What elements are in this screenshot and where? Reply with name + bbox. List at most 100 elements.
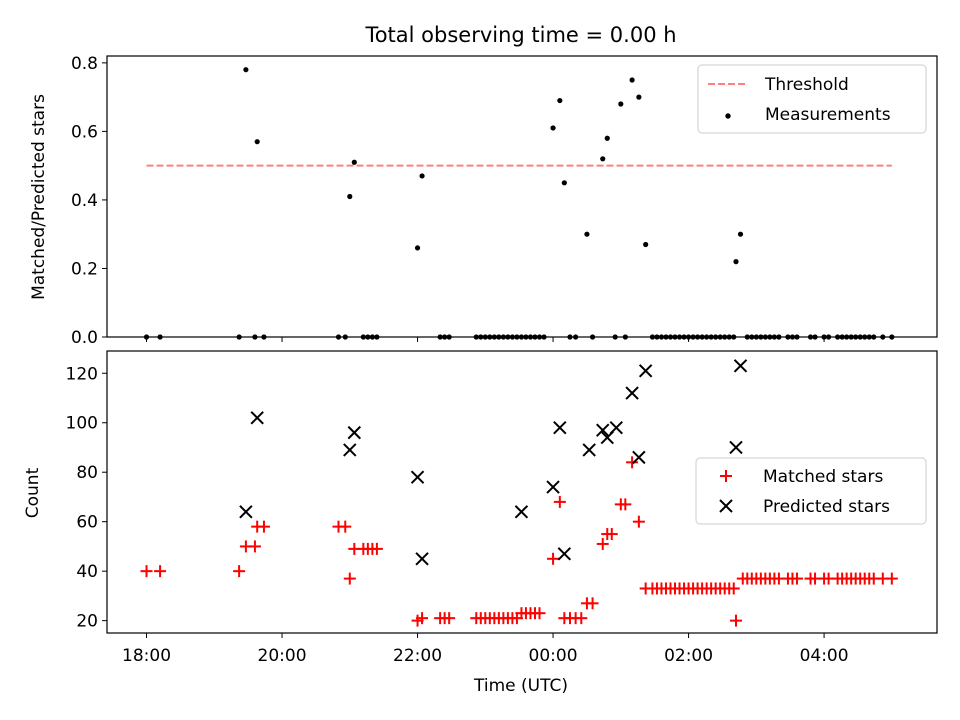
matched-star-marker (547, 552, 560, 565)
matched-star-marker (248, 540, 261, 553)
top-x-ticks (146, 337, 825, 342)
predicted-star-marker (625, 386, 639, 400)
bottom-x-tick-label: 22:00 (393, 646, 442, 666)
legend-predicted-label: Predicted stars (763, 497, 890, 517)
bottom-x-tick-label: 02:00 (664, 646, 713, 666)
bottom-y-tick-label: 60 (76, 513, 98, 533)
measurement-point (414, 245, 421, 251)
top-y-tick-label: 0.0 (71, 328, 98, 348)
matched-star-marker (154, 565, 167, 578)
matched-star-marker (257, 520, 270, 533)
legend-threshold-label: Threshold (764, 75, 849, 95)
measurement-point (557, 97, 563, 104)
matched-star-marker (790, 572, 803, 585)
matched-star-marker (729, 614, 742, 627)
predicted-star-marker (553, 420, 567, 435)
bottom-legend-box (695, 457, 927, 525)
measurement-point (629, 77, 635, 83)
predicted-star-marker (638, 364, 653, 378)
matched-star-marker (140, 565, 153, 578)
predicted-star-marker (250, 411, 264, 425)
bottom-y-ticks: 20 40 60 80 100 120 (66, 364, 107, 632)
measurement-point (600, 156, 606, 162)
matched-star-marker (619, 498, 632, 511)
measurement-point (604, 135, 610, 141)
bottom-x-tick-label: 00:00 (529, 646, 578, 666)
bottom-x-tick-label: 04:00 (800, 646, 849, 666)
bottom-plot-content (140, 359, 898, 627)
top-y-axis-label: Matched/Predicted stars (29, 94, 49, 300)
predicted-star-marker (415, 552, 429, 566)
x-axis-label: Time (UTC) (473, 676, 568, 696)
top-y-tick-label: 0.8 (71, 54, 98, 74)
measurement-point (643, 241, 649, 248)
matched-star-marker (339, 520, 352, 533)
predicted-star-marker (733, 359, 748, 373)
predicted-star-marker (729, 440, 743, 455)
measurement-point (733, 259, 739, 265)
predicted-star-marker (546, 480, 560, 494)
measurement-point (550, 125, 556, 131)
bottom-y-axis-label: Count (23, 467, 43, 518)
matched-star-marker (632, 515, 645, 528)
legend-matched-label: Matched stars (763, 467, 883, 487)
matched-star-marker (885, 572, 898, 585)
matched-star-marker (596, 537, 609, 550)
measurement-point (254, 139, 260, 145)
bottom-panel: 20 40 60 80 100 120 18:00 20:00 22:00 00:00 02:00… (23, 350, 938, 696)
predicted-star-marker (343, 443, 357, 457)
predicted-star-marker (347, 425, 362, 440)
matched-star-marker (605, 528, 618, 541)
top-title: Total observing time = 0.00 h (364, 23, 676, 47)
top-y-tick-label: 0.4 (71, 191, 98, 211)
matched-star-marker (586, 597, 599, 610)
predicted-star-marker (596, 423, 610, 437)
matched-star-marker (233, 565, 246, 578)
matched-star-marker (533, 607, 546, 620)
bottom-y-tick-label: 20 (76, 612, 98, 632)
matched-star-marker (370, 542, 383, 555)
matched-star-marker (727, 582, 740, 595)
top-y-ticks: 0.0 0.2 0.4 0.6 0.8 (71, 54, 107, 348)
bottom-x-tick-label: 18:00 (122, 646, 171, 666)
matched-star-marker (626, 456, 639, 469)
measurement-point (737, 231, 744, 237)
matched-star-marker (416, 612, 429, 625)
legend-matched-swatch (720, 470, 732, 482)
bottom-y-tick-label: 120 (66, 364, 98, 384)
measurement-point (561, 180, 567, 186)
predicted-star-marker (557, 547, 572, 561)
bottom-x-tick-label: 20:00 (258, 646, 307, 666)
matched-star-marker (575, 612, 588, 625)
matched-star-marker (443, 612, 456, 625)
bottom-y-tick-label: 40 (76, 562, 98, 582)
top-y-tick-label: 0.2 (71, 259, 98, 279)
predicted-star-marker (410, 470, 425, 484)
legend-predicted-swatch (719, 499, 733, 513)
measurement-point (636, 94, 642, 100)
predicted-star-marker (582, 443, 596, 457)
measurement-point (243, 67, 249, 73)
top-panel: Total observing time = 0.00 h 0.00.20.40… (29, 23, 938, 348)
bottom-y-tick-label: 80 (76, 463, 98, 483)
measurement-point (584, 231, 590, 237)
bottom-axes-frame (106, 350, 938, 634)
top-legend: Threshold Measurements (697, 64, 927, 134)
measurement-point (618, 101, 624, 107)
top-y-tick-label: 0.6 (71, 122, 98, 142)
bottom-y-tick-label: 100 (66, 414, 98, 434)
measurement-point (351, 159, 357, 165)
top-axes-frame (106, 55, 938, 338)
predicted-star-marker (609, 420, 623, 435)
predicted-star-marker (239, 505, 253, 519)
bottom-x-ticks: 18:00 20:00 22:00 00:00 02:00 04:00 (122, 633, 849, 666)
predicted-star-marker (514, 505, 529, 519)
matched-star-marker (343, 572, 356, 585)
matched-star-marker (553, 495, 566, 508)
measurement-point (419, 173, 425, 179)
legend-measurements-swatch (725, 113, 731, 119)
top-legend-box (697, 64, 927, 134)
measurement-point (347, 193, 353, 200)
bottom-legend: Matched stars Predicted stars (695, 457, 927, 525)
